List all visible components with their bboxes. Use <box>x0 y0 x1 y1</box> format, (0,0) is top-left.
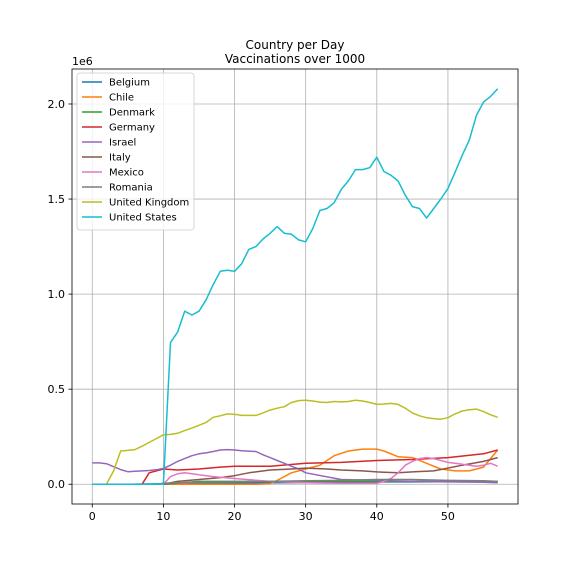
series-line-united-kingdom <box>92 399 498 485</box>
legend: Belgium Chile Denmark Germany Israel Italy Mex… <box>76 72 195 231</box>
legend-label-mexico: Mexico <box>109 168 144 179</box>
y-tick-label: 1.5 <box>48 193 66 206</box>
series-line-israel <box>92 448 498 484</box>
series-layer <box>92 88 499 485</box>
x-tick-label: 30 <box>299 510 313 523</box>
chart-subtitle: Vaccinations over 1000 <box>225 52 365 66</box>
legend-label-chile: Chile <box>109 93 134 104</box>
y-tick-label: 0.5 <box>48 383 66 396</box>
legend-label-united-states: United States <box>109 213 177 224</box>
chart-title: Country per Day <box>246 38 345 52</box>
x-tick-label: 40 <box>370 510 384 523</box>
legend-label-denmark: Denmark <box>109 108 155 119</box>
legend-label-united-kingdom: United Kingdom <box>109 198 189 209</box>
series-line-mexico <box>92 456 498 485</box>
x-tick-label: 0 <box>89 510 96 523</box>
series-line-chile <box>92 448 499 485</box>
y-offset-text: 1e6 <box>72 55 93 68</box>
series-line-united-states <box>92 88 499 485</box>
x-axis: 0 10 20 30 40 50 <box>89 504 455 523</box>
y-axis: 0.0 0.5 1.0 1.5 2.0 <box>48 98 72 491</box>
x-tick-label: 20 <box>228 510 242 523</box>
legend-label-germany: Germany <box>109 123 155 134</box>
series-line-romania <box>92 478 498 485</box>
y-tick-label: 0.0 <box>48 478 66 491</box>
legend-label-romania: Romania <box>109 183 153 194</box>
x-tick-label: 50 <box>441 510 455 523</box>
x-tick-label: 10 <box>156 510 170 523</box>
y-tick-label: 1.0 <box>48 288 66 301</box>
legend-label-israel: Israel <box>109 138 136 149</box>
legend-label-italy: Italy <box>109 153 131 164</box>
series-line-italy <box>92 456 498 485</box>
legend-label-belgium: Belgium <box>109 78 150 89</box>
grid <box>72 69 518 504</box>
legend-box <box>76 72 195 231</box>
plot-frame <box>71 68 519 505</box>
y-tick-label: 2.0 <box>48 98 66 111</box>
